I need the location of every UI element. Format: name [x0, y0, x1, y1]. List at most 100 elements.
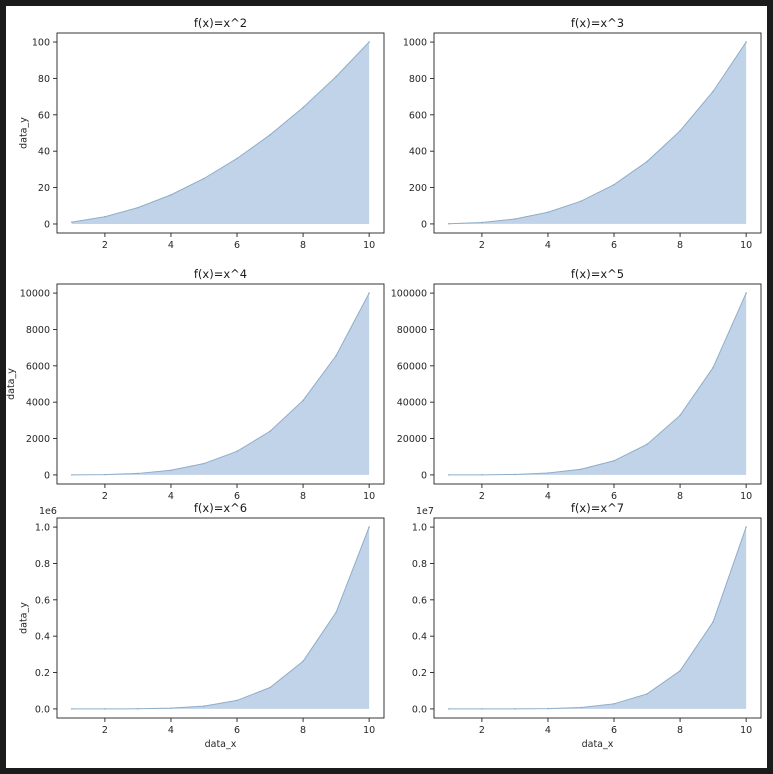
- data-point: [236, 450, 238, 453]
- subplot-title: f(x)=x^2: [194, 16, 247, 30]
- data-point: [104, 215, 106, 218]
- data-point: [580, 706, 582, 709]
- data-point: [514, 708, 516, 710]
- y-tick-label: 0.8: [35, 559, 50, 570]
- x-tick-label: 10: [363, 491, 375, 502]
- subplot-2: f(x)=x^3 2 4 6 8 10 0 200 400 600 800 1000: [403, 16, 762, 251]
- data-point: [104, 473, 106, 476]
- x-tick-label: 10: [363, 725, 375, 736]
- data-point: [137, 206, 139, 209]
- area-fill: [448, 527, 747, 709]
- data-point: [679, 130, 681, 132]
- y-tick-label: 800: [409, 74, 427, 85]
- data-point: [448, 222, 450, 225]
- x-tick-label: 8: [677, 240, 683, 251]
- y-tick-label: 10000: [20, 289, 50, 300]
- x-axis-label: data_x: [205, 739, 237, 750]
- data-point: [547, 472, 549, 474]
- subplot-title: f(x)=x^4: [194, 267, 247, 281]
- data-point: [302, 660, 304, 663]
- y-tick-label: 0.0: [35, 704, 50, 715]
- y-axis-label: data_y: [6, 368, 17, 400]
- y-tick-label: 0.4: [412, 632, 427, 643]
- y-tick-label: 1000: [403, 38, 427, 49]
- x-tick-label: 8: [300, 725, 306, 736]
- data-point: [302, 106, 304, 109]
- data-point: [71, 708, 73, 710]
- data-point: [269, 686, 271, 689]
- data-point: [71, 474, 73, 476]
- y-tick-label: 200: [409, 183, 427, 194]
- data-point: [580, 200, 582, 202]
- subplot-title: f(x)=x^5: [571, 267, 624, 281]
- data-point: [481, 474, 483, 476]
- x-tick-label: 2: [102, 725, 108, 736]
- data-point: [712, 366, 714, 369]
- area-line: [448, 41, 747, 225]
- y-tick-label: 60: [38, 110, 50, 121]
- y-tick-label: 80: [38, 74, 50, 85]
- x-tick-label: 2: [479, 240, 485, 251]
- x-tick-label: 8: [300, 240, 306, 251]
- data-point: [269, 134, 271, 136]
- y-tick-label: 1.0: [35, 523, 50, 534]
- area-line: [71, 292, 370, 476]
- y-tick-label: 400: [409, 147, 427, 158]
- data-point: [137, 472, 139, 475]
- data-point: [269, 430, 271, 433]
- data-point: [745, 292, 747, 294]
- x-axis-label: data_x: [582, 739, 614, 750]
- y-offset-label: 1e6: [39, 506, 57, 517]
- data-point: [646, 160, 648, 163]
- y-axis-label: data_y: [18, 602, 29, 634]
- area-fill: [448, 42, 747, 224]
- axes-frame: [56, 517, 385, 719]
- y-tick-label: 8000: [26, 325, 50, 336]
- axes-frame: [56, 283, 385, 485]
- y-tick-label: 0.6: [35, 595, 50, 606]
- data-point: [71, 221, 73, 223]
- y-tick-label: 600: [409, 110, 427, 121]
- y-tick-label: 80000: [397, 325, 427, 336]
- x-tick-label: 2: [102, 491, 108, 502]
- data-point: [203, 177, 205, 180]
- y-tick-label: 0: [421, 470, 427, 481]
- x-tick-label: 6: [234, 491, 240, 502]
- y-tick-label: 100: [32, 38, 50, 49]
- data-point: [335, 354, 337, 357]
- x-tick-label: 4: [168, 240, 174, 251]
- x-tick-label: 10: [740, 491, 752, 502]
- x-tick-label: 4: [545, 725, 551, 736]
- data-point: [613, 183, 615, 186]
- data-point: [514, 473, 516, 476]
- data-point: [368, 526, 370, 528]
- x-tick-label: 6: [234, 240, 240, 251]
- x-tick-label: 6: [611, 725, 617, 736]
- subplot-title: f(x)=x^6: [194, 501, 247, 515]
- data-point: [514, 218, 516, 220]
- subplot-4: f(x)=x^5 2 4 6 8 10 0 20000 40000 60000 80000 10000…: [391, 267, 762, 502]
- subplot-6: f(x)=x^7 2 4 6 8 10 0.0 0.2 0.4 0.6 0.8 1.0 1e7 data_…: [412, 501, 762, 750]
- y-tick-label: 60000: [397, 361, 427, 372]
- subplot-title: f(x)=x^7: [571, 501, 624, 515]
- data-point: [745, 526, 747, 528]
- x-tick-label: 10: [740, 240, 752, 251]
- data-point: [646, 693, 648, 695]
- x-tick-label: 6: [234, 725, 240, 736]
- x-tick-label: 10: [740, 725, 752, 736]
- y-tick-label: 0.0: [412, 704, 427, 715]
- data-point: [613, 459, 615, 462]
- y-tick-label: 100000: [391, 289, 427, 300]
- data-point: [481, 708, 483, 710]
- y-tick-label: 0.4: [35, 632, 50, 643]
- y-tick-label: 0.6: [412, 595, 427, 606]
- y-tick-label: 4000: [26, 398, 50, 409]
- area-fill: [71, 42, 370, 224]
- x-tick-label: 4: [168, 491, 174, 502]
- x-tick-label: 2: [479, 725, 485, 736]
- data-point: [448, 708, 450, 710]
- data-point: [368, 292, 370, 294]
- data-point: [547, 707, 549, 710]
- y-tick-label: 40000: [397, 398, 427, 409]
- axes-frame: [433, 283, 762, 485]
